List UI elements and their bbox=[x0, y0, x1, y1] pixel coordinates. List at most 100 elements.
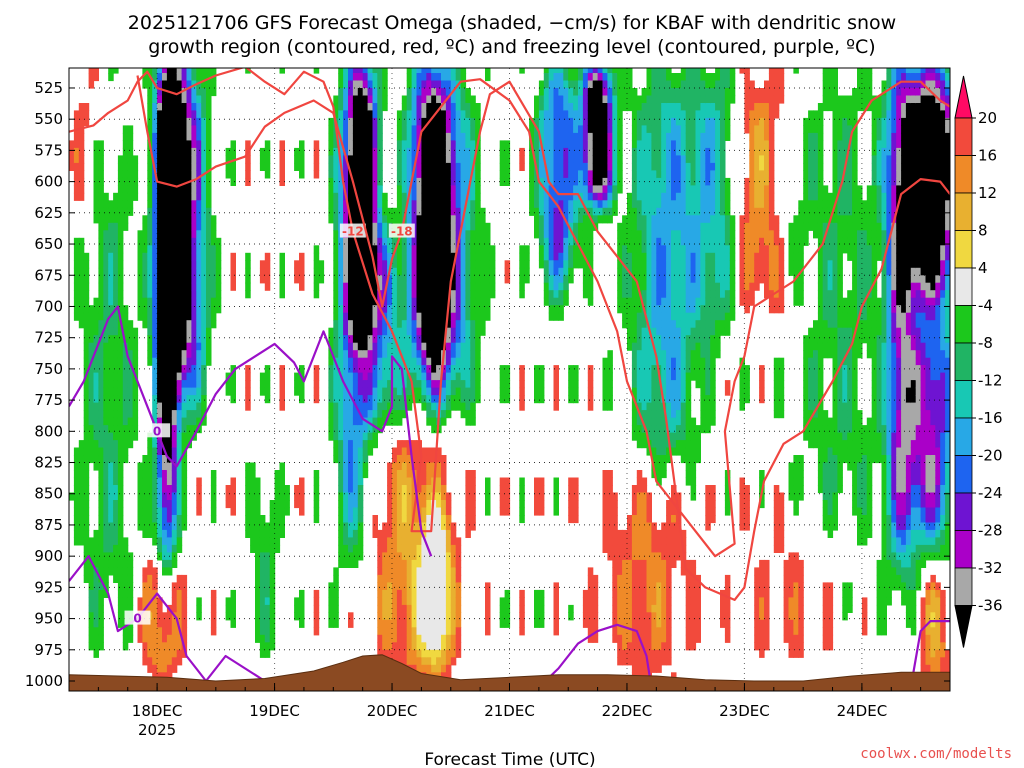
omega-cell bbox=[401, 500, 408, 509]
omega-cell bbox=[338, 477, 344, 486]
omega-cell bbox=[176, 192, 183, 201]
omega-cell bbox=[455, 230, 462, 239]
omega-cell bbox=[617, 260, 623, 269]
omega-cell bbox=[455, 290, 462, 299]
omega-cell bbox=[636, 260, 643, 269]
omega-cell bbox=[538, 589, 545, 598]
omega-cell bbox=[98, 207, 104, 216]
omega-cell bbox=[421, 544, 427, 553]
omega-cell bbox=[401, 147, 408, 156]
omega-cell bbox=[348, 492, 354, 501]
omega-cell bbox=[450, 200, 457, 209]
omega-cell bbox=[343, 507, 349, 516]
omega-cell bbox=[392, 305, 398, 314]
omega-cell bbox=[191, 327, 197, 336]
omega-cell bbox=[264, 522, 271, 531]
omega-cell bbox=[534, 477, 540, 486]
omega-cell bbox=[436, 627, 442, 636]
omega-cell bbox=[343, 350, 349, 359]
omega-cell bbox=[436, 312, 442, 321]
omega-cell bbox=[357, 327, 364, 336]
omega-cell bbox=[455, 192, 462, 201]
omega-cell bbox=[612, 80, 618, 89]
omega-cell bbox=[568, 68, 574, 74]
omega-cell bbox=[338, 559, 344, 568]
omega-cell bbox=[411, 200, 418, 209]
omega-cell bbox=[299, 365, 305, 374]
omega-cell bbox=[382, 529, 388, 538]
omega-cell bbox=[622, 245, 628, 254]
omega-cell bbox=[587, 170, 594, 179]
omega-cell bbox=[357, 447, 364, 456]
omega-cell bbox=[88, 642, 95, 651]
omega-cell bbox=[152, 200, 158, 209]
omega-cell bbox=[622, 657, 628, 666]
omega-cell bbox=[431, 170, 437, 179]
omega-cell bbox=[406, 462, 413, 471]
omega-cell bbox=[534, 207, 540, 216]
omega-cell bbox=[352, 282, 359, 291]
omega-cell bbox=[401, 260, 408, 269]
omega-cell bbox=[93, 372, 99, 381]
omega-cell bbox=[396, 350, 403, 359]
omega-cell bbox=[372, 170, 378, 179]
omega-cell bbox=[117, 619, 124, 628]
omega-cell bbox=[142, 230, 148, 239]
omega-cell bbox=[411, 335, 418, 344]
omega-cell bbox=[98, 372, 104, 381]
omega-cell bbox=[367, 155, 374, 164]
omega-cell bbox=[367, 372, 374, 381]
omega-cell bbox=[162, 440, 168, 449]
omega-cell bbox=[338, 95, 344, 104]
omega-cell bbox=[181, 282, 188, 291]
omega-cell bbox=[196, 597, 202, 606]
omega-cell bbox=[617, 559, 623, 568]
omega-cell bbox=[426, 192, 432, 201]
omega-cell bbox=[176, 103, 183, 112]
omega-cell bbox=[499, 597, 506, 606]
omega-cell bbox=[348, 357, 354, 366]
omega-cell bbox=[127, 417, 134, 426]
omega-cell bbox=[377, 380, 383, 389]
omega-cell bbox=[548, 162, 555, 171]
omega-cell bbox=[401, 275, 408, 284]
omega-cell bbox=[548, 73, 555, 82]
omega-cell bbox=[362, 177, 369, 186]
omega-cell bbox=[548, 200, 555, 209]
omega-cell bbox=[333, 200, 339, 209]
omega-cell bbox=[103, 492, 109, 501]
omega-cell bbox=[147, 185, 153, 194]
omega-cell bbox=[186, 80, 192, 89]
omega-cell bbox=[122, 200, 129, 209]
omega-cell bbox=[582, 110, 589, 119]
omega-cell bbox=[357, 432, 364, 441]
omega-cell bbox=[352, 537, 359, 546]
omega-cell bbox=[343, 365, 349, 374]
omega-cell bbox=[122, 162, 129, 171]
omega-cell bbox=[88, 447, 95, 456]
omega-cell bbox=[499, 507, 506, 516]
omega-cell bbox=[176, 73, 183, 82]
omega-cell bbox=[181, 492, 188, 501]
omega-cell bbox=[367, 417, 374, 426]
omega-cell bbox=[73, 192, 80, 201]
omega-cell bbox=[294, 380, 300, 389]
omega-cell bbox=[426, 350, 432, 359]
omega-cell bbox=[186, 350, 192, 359]
omega-cell bbox=[225, 170, 232, 179]
omega-cell bbox=[382, 68, 388, 74]
omega-cell bbox=[338, 447, 344, 456]
omega-cell bbox=[127, 177, 134, 186]
omega-cell bbox=[622, 103, 628, 112]
omega-cell bbox=[416, 342, 422, 351]
omega-cell bbox=[352, 132, 359, 141]
omega-cell bbox=[162, 507, 168, 516]
omega-cell bbox=[396, 440, 403, 449]
omega-cell bbox=[259, 589, 266, 598]
omega-cell bbox=[401, 582, 408, 591]
omega-cell bbox=[431, 80, 437, 89]
omega-cell bbox=[142, 215, 148, 224]
omega-cell bbox=[196, 275, 202, 284]
omega-cell bbox=[186, 342, 192, 351]
omega-cell bbox=[328, 215, 334, 224]
